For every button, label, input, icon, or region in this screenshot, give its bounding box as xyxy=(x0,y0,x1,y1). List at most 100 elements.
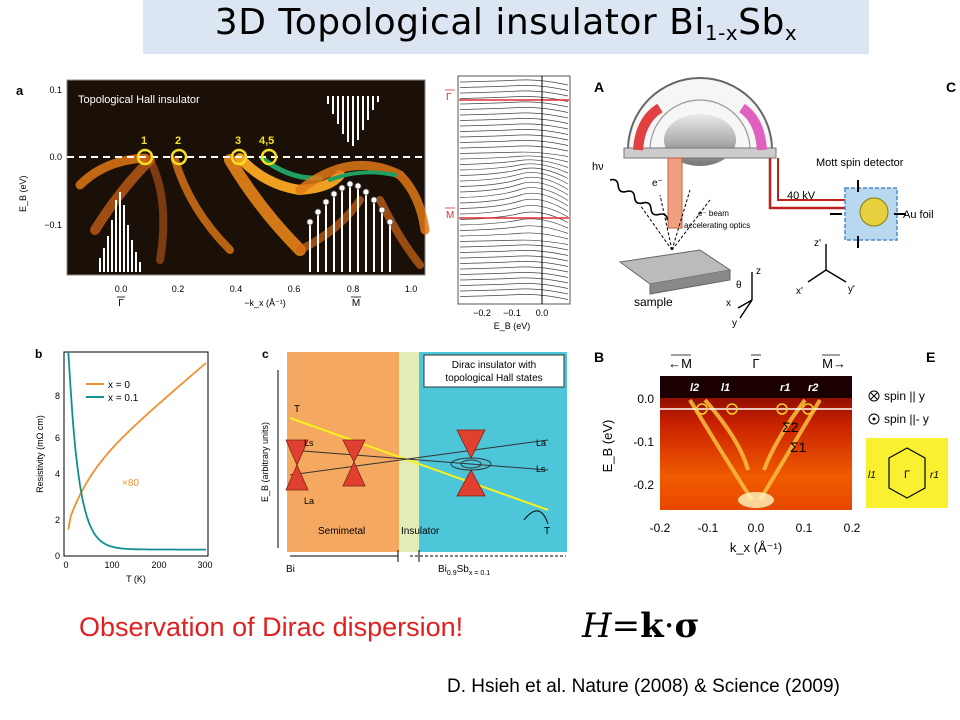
svg-text:−0.2: −0.2 xyxy=(473,308,491,318)
plot-b-y-label: Resistivity (mΩ cm) xyxy=(35,415,45,493)
edc-curve xyxy=(459,255,569,262)
svg-text:y': y' xyxy=(848,284,855,295)
dirac-box xyxy=(423,354,565,388)
svg-text:6: 6 xyxy=(55,433,60,443)
edc-curve xyxy=(459,172,569,185)
heatmap-bands xyxy=(688,398,822,502)
svg-text:T: T xyxy=(294,404,300,415)
arpes-inset-title: Topological Hall insulator xyxy=(78,94,200,106)
res-curve-x01 xyxy=(67,351,206,551)
svg-text:l1: l1 xyxy=(721,382,730,394)
semimetal-label: Semimetal xyxy=(318,526,365,537)
edc-curve xyxy=(459,176,569,190)
panel-A-label: A xyxy=(594,79,604,95)
edc-curve xyxy=(459,167,569,179)
edc-curve xyxy=(459,288,569,295)
svg-text:−0.1: −0.1 xyxy=(503,308,521,318)
svg-text:x': x' xyxy=(796,286,803,297)
edc-curve xyxy=(459,145,569,152)
heatmap-bg xyxy=(660,376,852,510)
detector-axes xyxy=(807,244,847,283)
panel-E-label: E xyxy=(926,349,935,365)
dirac-equation: H=k·σ xyxy=(582,606,700,646)
dirac-cones xyxy=(285,429,486,497)
edc-curve xyxy=(459,218,569,229)
Ls-line xyxy=(289,449,549,471)
title-banner: 3D Topological insulator Bi1-xSbx xyxy=(143,0,869,54)
spin-legend-1: spin || y xyxy=(884,389,925,403)
panel-c-label: c xyxy=(262,347,269,361)
sample-label: sample xyxy=(634,295,673,309)
svg-text:r1: r1 xyxy=(780,382,790,394)
dirac-box-line2: topological Hall states xyxy=(445,373,542,384)
analyzer-base xyxy=(623,147,777,159)
svg-text:0.0: 0.0 xyxy=(637,392,654,406)
edc-frame xyxy=(457,75,571,305)
edc-curve xyxy=(459,244,569,251)
edc-m-label: M xyxy=(446,210,454,221)
panel-B-heatmap: B l2 l1 r1 r2 Σ2 Σ1 ←M Γ M→ xyxy=(594,349,861,555)
panel-b-label: b xyxy=(35,347,42,361)
heatmap-top-labels: ←M Γ M→ xyxy=(668,356,846,371)
photon-wave xyxy=(609,178,669,221)
svg-text:−0.1: −0.1 xyxy=(44,220,62,230)
slide-title: 3D Topological insulator Bi1-xSbx xyxy=(214,2,798,45)
edc-curve xyxy=(459,163,569,174)
svg-text:z: z xyxy=(756,266,761,277)
edc-curve xyxy=(459,198,569,212)
svg-text:M→: M→ xyxy=(822,356,846,371)
svg-text:0.0: 0.0 xyxy=(115,284,128,294)
legend-x01: x = 0.1 xyxy=(108,393,139,404)
panel-a: a Topological Hall insulator xyxy=(16,79,430,309)
edc-gamma-label: Γ xyxy=(446,92,452,103)
svg-text:0.2: 0.2 xyxy=(172,284,185,294)
figure-montage: a Topological Hall insulator xyxy=(16,75,956,584)
edc-curve xyxy=(459,181,569,196)
edc-curve xyxy=(459,294,569,300)
svg-text:←M: ←M xyxy=(668,356,692,371)
panel-a-y-ticks: 0.1 0.0 −0.1 xyxy=(44,85,62,230)
edc-curve xyxy=(459,266,569,273)
hv-label: hν xyxy=(592,161,604,173)
svg-text:4: 4 xyxy=(55,469,60,479)
svg-text:100: 100 xyxy=(104,560,119,570)
svg-text:-0.1: -0.1 xyxy=(698,521,719,535)
crossing-labels: 1 2 3 4,5 xyxy=(141,135,274,147)
panel-a-x-ticks: 0.0 0.2 0.4 0.6 0.8 1.0 xyxy=(115,284,418,294)
edc-curve xyxy=(459,96,569,102)
edc-curve xyxy=(459,85,569,91)
heatmap-y-label: E_B (eV) xyxy=(600,420,615,473)
gamma-edc-lines xyxy=(99,192,141,272)
kv-label: 40 kV xyxy=(787,190,816,202)
panel-c-y-label: E_B (arbitrary units) xyxy=(260,422,270,502)
au-label: Au foil xyxy=(903,209,934,221)
edc-curves xyxy=(459,79,569,300)
panel-a-gamma-label: Γ xyxy=(118,298,124,309)
svg-text:Γ: Γ xyxy=(904,469,910,481)
edc-curve xyxy=(459,140,569,146)
svg-text:1: 1 xyxy=(141,135,147,147)
edc-curve xyxy=(459,155,569,163)
edc-x-label: E_B (eV) xyxy=(494,321,531,331)
mott-label: Mott spin detector xyxy=(816,157,904,169)
dirac-box-line1: Dirac insulator with xyxy=(452,360,536,371)
panel-a-label: a xyxy=(16,83,24,98)
edc-curve xyxy=(459,192,569,207)
m-dome-dots xyxy=(306,180,394,226)
sigma2-label: Σ2 xyxy=(782,419,799,435)
fermi-hexagon xyxy=(888,447,926,499)
au-foil xyxy=(859,197,889,227)
svg-text:La: La xyxy=(536,438,546,448)
edc-curve xyxy=(459,112,569,119)
spin-legend-2: spin ||- y xyxy=(884,412,929,426)
observation-text: Observation of Dirac dispersion! xyxy=(79,612,464,642)
detector-arrows xyxy=(830,180,906,248)
svg-text:θ: θ xyxy=(736,280,742,291)
svg-text:0.2: 0.2 xyxy=(844,521,861,535)
bi-label: Bi xyxy=(286,564,295,575)
scale-note: ×80 xyxy=(122,478,139,489)
heatmap-x-ticks: -0.2 -0.1 0.0 0.1 0.2 xyxy=(650,521,861,535)
edc-curve xyxy=(459,250,569,256)
edc-curve xyxy=(459,277,569,284)
edc-curve xyxy=(459,232,569,240)
